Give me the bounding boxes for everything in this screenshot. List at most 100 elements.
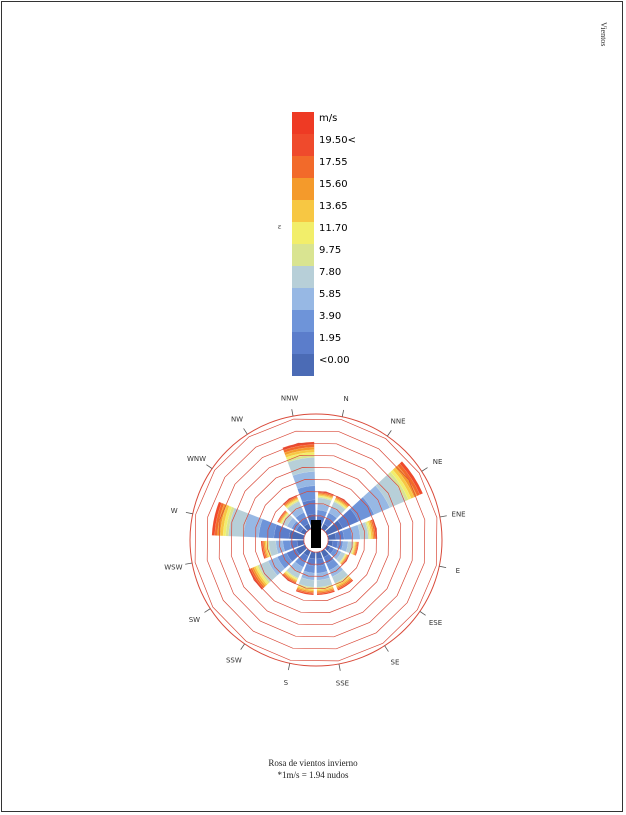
rose-sector-ssw bbox=[284, 571, 298, 581]
legend-entry: 11.70 bbox=[292, 222, 412, 244]
rose-sector-sse bbox=[316, 587, 335, 593]
direction-label-ese: ESE bbox=[429, 619, 442, 627]
rose-sector-sw bbox=[248, 568, 264, 590]
direction-tick bbox=[243, 428, 248, 435]
rose-sector-ese bbox=[340, 554, 348, 565]
rose-sector-sse bbox=[316, 564, 328, 574]
direction-label-wsw: WSW bbox=[164, 563, 182, 571]
rose-sector-ene bbox=[371, 518, 378, 540]
rose-sector-wsw bbox=[282, 540, 292, 552]
rose-sector-nne bbox=[335, 497, 349, 508]
rose-sector-s bbox=[296, 587, 314, 593]
legend-swatch bbox=[292, 288, 314, 310]
rose-sector-sw bbox=[255, 565, 269, 585]
small-mark: ε bbox=[278, 222, 282, 231]
direction-label-sw: SW bbox=[189, 616, 200, 624]
rose-sector-w bbox=[222, 505, 233, 537]
rose-ring bbox=[303, 527, 329, 553]
direction-label-wnw: WNW bbox=[187, 455, 206, 463]
rose-sector-nnw bbox=[282, 441, 315, 451]
rose-sector-se bbox=[331, 569, 349, 584]
rose-ring bbox=[291, 515, 341, 565]
rose-sector-nne bbox=[334, 499, 348, 509]
speed-legend: m/s 19.50< 17.55 15.60 13.65 11.70 9.75 7.80 5.8… bbox=[292, 112, 412, 376]
rose-sector-nne bbox=[331, 501, 346, 515]
rose-sector-nnw bbox=[283, 444, 315, 453]
rose-ring bbox=[218, 442, 414, 638]
rose-sector-se bbox=[323, 553, 334, 565]
rose-outer-ring bbox=[189, 413, 443, 667]
rose-sector-nnw bbox=[286, 454, 315, 463]
direction-tick bbox=[204, 608, 211, 613]
legend-swatch bbox=[292, 156, 314, 178]
legend-label: <0.00 bbox=[319, 355, 350, 366]
legend-swatch bbox=[292, 222, 314, 244]
rose-sector-nw bbox=[284, 497, 298, 507]
legend-entry: 5.85 bbox=[292, 288, 412, 310]
rose-sector-se bbox=[336, 577, 352, 589]
rose-sector-wnw bbox=[279, 512, 289, 524]
legend-swatch bbox=[292, 310, 314, 332]
rose-sector-nnw bbox=[297, 485, 316, 503]
legend-label: 11.70 bbox=[319, 223, 348, 234]
rose-sector-e bbox=[351, 541, 356, 555]
legend-entry: 3.90 bbox=[292, 310, 412, 332]
rose-sector-wnw bbox=[280, 512, 289, 525]
rose-sector-ese bbox=[339, 553, 347, 564]
rose-sector-w bbox=[273, 524, 291, 539]
rose-sector-s bbox=[303, 564, 315, 574]
rose-sector-s bbox=[296, 588, 314, 594]
rose-sector-nne bbox=[333, 500, 347, 510]
legend-swatch bbox=[292, 266, 314, 288]
center-marker bbox=[311, 520, 321, 548]
rose-sector-se bbox=[326, 559, 339, 571]
direction-tick bbox=[291, 409, 294, 417]
direction-label-nne: NNE bbox=[391, 418, 406, 426]
legend-label: 15.60 bbox=[319, 179, 348, 190]
rose-sector-sw bbox=[256, 564, 271, 584]
rose-sector-nne bbox=[335, 496, 350, 507]
rose-sector-ene bbox=[369, 519, 375, 540]
rose-sector-s bbox=[301, 570, 315, 581]
rose-sector-nnw bbox=[284, 446, 315, 456]
rose-sector-ssw bbox=[285, 570, 299, 580]
legend-swatch bbox=[292, 134, 314, 156]
rose-sector-nnw bbox=[287, 457, 315, 476]
direction-label-nw: NW bbox=[231, 415, 243, 423]
rose-sector-wsw bbox=[262, 540, 267, 559]
rose-sector-n bbox=[317, 490, 335, 496]
rose-sector-nw bbox=[283, 495, 298, 506]
rose-sector-sse bbox=[316, 589, 335, 594]
rose-sector-e bbox=[353, 541, 358, 556]
rose-sector-ese bbox=[338, 553, 347, 564]
legend-swatch bbox=[292, 200, 314, 222]
rose-sector-se bbox=[336, 578, 353, 590]
rose-sector-ene bbox=[365, 521, 370, 540]
legend-swatch bbox=[292, 178, 314, 200]
rose-sector-ese bbox=[340, 554, 349, 565]
direction-tick bbox=[387, 430, 392, 437]
rose-sector-sse bbox=[316, 590, 335, 596]
rose-sector-n bbox=[317, 497, 332, 507]
rose-ring bbox=[267, 491, 365, 589]
legend-entry: <0.00 bbox=[292, 354, 412, 376]
rose-sector-sw bbox=[253, 566, 268, 587]
direction-tick bbox=[206, 464, 213, 469]
legend-label: 1.95 bbox=[319, 333, 342, 344]
direction-tick bbox=[185, 511, 193, 515]
direction-tick bbox=[421, 467, 428, 472]
direction-tick bbox=[419, 611, 426, 616]
rose-sector-ene bbox=[357, 521, 369, 540]
rose-sector-ese bbox=[336, 551, 346, 563]
direction-label-ne: NE bbox=[433, 458, 443, 466]
rose-ring bbox=[279, 503, 353, 577]
legend-label: 7.80 bbox=[319, 267, 342, 278]
rose-sector-se bbox=[337, 579, 354, 591]
rose-sector-ne bbox=[399, 461, 424, 495]
direction-label-ssw: SSW bbox=[226, 656, 242, 664]
rose-sector-w bbox=[219, 504, 230, 537]
rose-sector-nw bbox=[286, 500, 300, 510]
legend-label: 5.85 bbox=[319, 289, 342, 300]
